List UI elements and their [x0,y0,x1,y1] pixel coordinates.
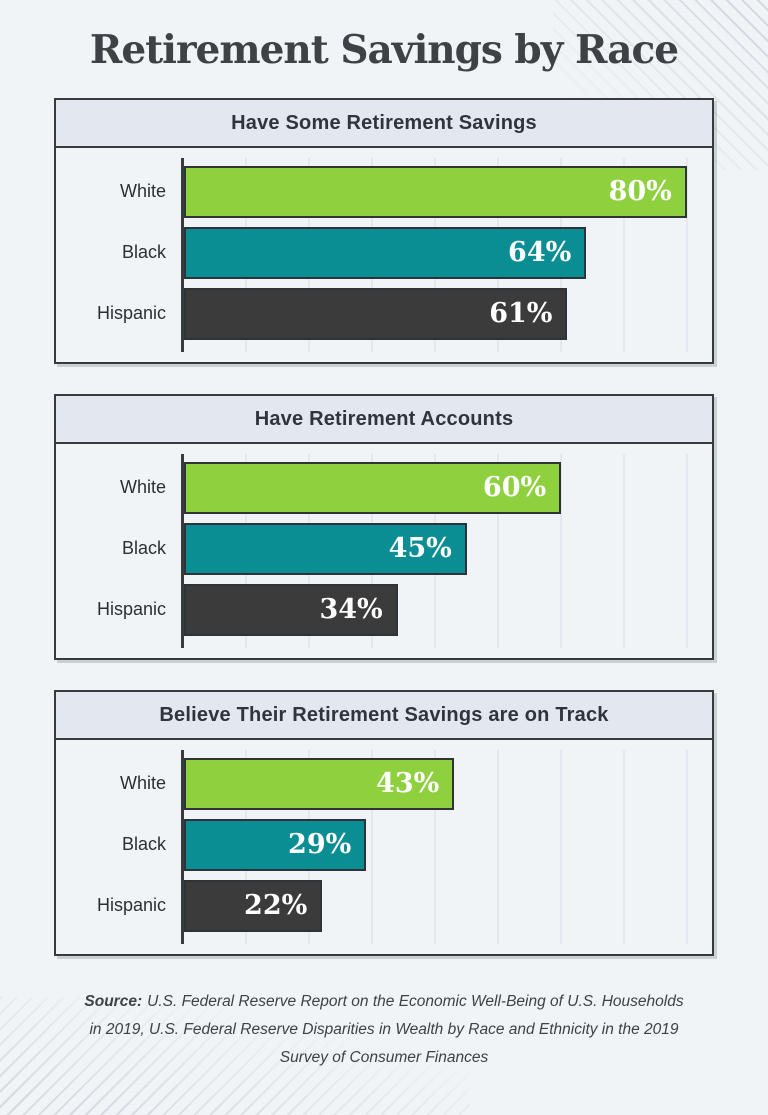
panel-body: White 43% Black 29% Hispanic [56,740,712,954]
bar-row: Hispanic 22% [56,875,712,936]
bar-black: 45% [184,522,467,575]
bar-black: 29% [184,818,367,871]
source-note: Source: U.S. Federal Reserve Report on th… [84,988,684,1073]
panel-header: Have Retirement Accounts [56,396,712,444]
y-axis-line [181,750,184,944]
bar-row: Black 45% [56,518,712,579]
plot-area: 64% [184,226,712,279]
panel-header: Believe Their Retirement Savings are on … [56,692,712,740]
bar-white: 60% [184,461,562,514]
source-text: U.S. Federal Reserve Report on the Econo… [89,993,684,1067]
panel-header: Have Some Retirement Savings [56,100,712,148]
category-label: White [119,181,166,201]
bar-row: Black 64% [56,222,712,283]
category-label: Hispanic [96,599,166,619]
category-label: White [119,773,166,793]
plot-area: 29% [184,818,712,871]
value-label: 22% [244,890,308,921]
plot-area: 80% [184,165,712,218]
bar-hispanic: 61% [184,287,568,340]
bar-row: White 60% [56,457,712,518]
category-label: Black [121,834,166,854]
panel-body: White 60% Black 45% Hispanic [56,444,712,658]
y-axis-line [181,454,184,648]
bar-hispanic: 22% [184,879,323,932]
category-label: Hispanic [96,895,166,915]
category-label: White [119,477,166,497]
category-label: Black [121,538,166,558]
category-label: Black [121,242,166,262]
value-label: 64% [508,237,572,268]
panel-body: White 80% Black 64% Hispanic [56,148,712,362]
bar-row: White 80% [56,161,712,222]
value-label: 45% [388,533,452,564]
bar-white: 43% [184,757,455,810]
chart-panel-have-some-retirement-savings: Have Some Retirement Savings White 80% B… [54,98,714,364]
value-label: 34% [319,594,383,625]
category-label: Hispanic [96,303,166,323]
bar-black: 64% [184,226,587,279]
value-label: 60% [482,472,547,503]
value-label: 43% [376,768,440,799]
plot-area: 61% [184,287,712,340]
bar-row: Black 29% [56,814,712,875]
bar-row: Hispanic 61% [56,283,712,344]
value-label: 80% [608,176,672,207]
plot-area: 22% [184,879,712,932]
bar-row: White 43% [56,753,712,814]
value-label: 29% [288,829,352,860]
infographic: Retirement Savings by Race Have Some Ret… [54,27,714,1073]
source-label: Source: [84,993,143,1010]
bar-white: 80% [184,165,687,218]
plot-area: 43% [184,757,712,810]
plot-area: 60% [184,461,712,514]
chart-panel-have-retirement-accounts: Have Retirement Accounts White 60% Black… [54,394,714,660]
y-axis-line [181,158,184,352]
bar-row: Hispanic 34% [56,579,712,640]
plot-area: 45% [184,522,712,575]
chart-panel-savings-on-track: Believe Their Retirement Savings are on … [54,690,714,956]
value-label: 61% [489,298,553,329]
page-title: Retirement Savings by Race [89,27,679,73]
bar-hispanic: 34% [184,583,398,636]
plot-area: 34% [184,583,712,636]
